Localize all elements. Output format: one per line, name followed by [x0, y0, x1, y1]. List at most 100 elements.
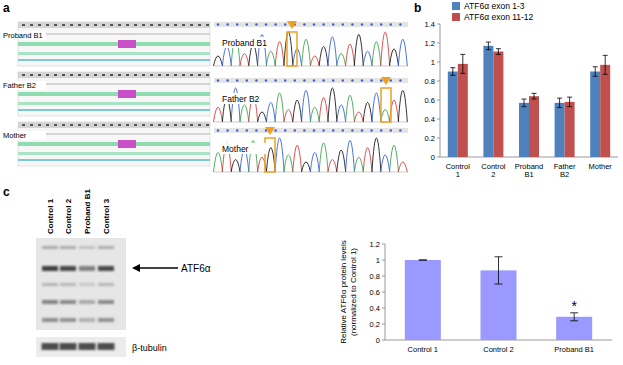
- ruler-tick: [78, 124, 81, 126]
- ruler-tick: [38, 74, 41, 76]
- legend-label: ATF6α exon 1-3: [464, 1, 525, 11]
- ruler-tick: [166, 124, 169, 126]
- category-label: Proband B1: [554, 345, 594, 354]
- trace-peak: [319, 46, 328, 66]
- blot-band: [42, 283, 58, 286]
- base-call-dot: [294, 79, 296, 81]
- significance-mark: *: [571, 298, 577, 314]
- trace-peak: [214, 107, 223, 122]
- trace-peak: [284, 32, 293, 66]
- base-call-dot: [332, 23, 334, 25]
- chromatogram: [214, 77, 409, 122]
- alignment-frame: [18, 72, 210, 116]
- ruler-tick: [134, 124, 137, 126]
- loading-band: [42, 343, 59, 350]
- ruler-tick: [22, 124, 25, 126]
- ruler-tick: [86, 124, 89, 126]
- bar: [493, 52, 503, 157]
- trace-peak: [398, 90, 407, 122]
- base-call-dot: [332, 79, 334, 81]
- trace-peak: [293, 100, 302, 122]
- ruler-tick: [46, 74, 49, 76]
- base-call-dot: [246, 129, 248, 131]
- loading-membrane: [36, 337, 126, 357]
- ruler-tick: [118, 74, 121, 76]
- alignment-header: [18, 72, 210, 78]
- base-call-dot: [236, 79, 238, 81]
- band-arrow: [138, 267, 178, 269]
- trace-label: Mother: [222, 144, 249, 154]
- base-call-dot: [370, 23, 372, 25]
- ruler-tick: [102, 24, 105, 26]
- ruler-tick: [198, 124, 201, 126]
- category-label-line: 2: [491, 170, 495, 179]
- label-bg: [220, 93, 268, 104]
- base-call-dot: [342, 129, 344, 131]
- ruler-tick: [38, 124, 41, 126]
- chromatogram: [214, 21, 409, 66]
- bar: [555, 103, 565, 157]
- trace-peak: [293, 145, 302, 172]
- y-tick-label: 0.4: [370, 304, 380, 313]
- legend-label: ATF6α exon 11-12: [464, 12, 534, 22]
- base-call-dot: [284, 129, 286, 131]
- base-call-dot: [322, 23, 324, 25]
- base-call-dot: [236, 23, 238, 25]
- trace-peak: [354, 34, 363, 66]
- ruler-tick: [142, 124, 145, 126]
- y-tick-label: 0.6: [425, 96, 435, 105]
- trace-peak: [354, 112, 363, 122]
- ruler-tick: [30, 24, 33, 26]
- blot-band: [98, 300, 114, 304]
- base-call-dot: [322, 79, 324, 81]
- trace-peak: [328, 160, 337, 172]
- alignment-frame: [18, 122, 210, 166]
- trace-peak: [381, 155, 390, 172]
- trace-peak: [302, 162, 311, 172]
- y-tick: [382, 260, 385, 261]
- y-tick: [437, 100, 440, 101]
- base-call-dot: [322, 129, 324, 131]
- ruler-tick: [198, 74, 201, 76]
- alignment-view: [18, 22, 210, 66]
- ruler-tick: [158, 74, 161, 76]
- base-call-dot: [342, 23, 344, 25]
- base-call-dot: [380, 129, 382, 131]
- trace-peak: [363, 102, 372, 122]
- track-line: [18, 134, 210, 135]
- read-bar: [18, 109, 210, 111]
- base-call-dot: [294, 129, 296, 131]
- base-call-dot: [265, 79, 267, 81]
- error-bar: [486, 42, 491, 50]
- figure: abcProband B1Father B2MotherProband B1Fa…: [0, 0, 623, 365]
- trace-peak: [328, 37, 337, 66]
- blot-band: [79, 283, 95, 286]
- y-tick: [437, 62, 440, 63]
- base-call-dot: [226, 129, 228, 131]
- trace-peak: [319, 143, 328, 172]
- blot-band: [98, 266, 114, 271]
- base-call-dot: [236, 129, 238, 131]
- trace-peak: [390, 145, 399, 172]
- trace-peak: [222, 46, 231, 66]
- trace-peak: [319, 98, 328, 122]
- panel-letter: c: [3, 185, 10, 199]
- base-call-dot: [313, 79, 315, 81]
- ruler-tick: [126, 74, 129, 76]
- trace-baseline: [214, 66, 408, 67]
- ruler-tick: [198, 24, 201, 26]
- ruler-tick: [182, 124, 185, 126]
- trace-peak: [337, 150, 346, 172]
- trace-peak: [346, 140, 355, 172]
- category-label-line: Mother: [589, 162, 613, 171]
- error-bar: [567, 97, 572, 107]
- lane-label: Control 3: [102, 198, 111, 234]
- y-tick: [437, 43, 440, 44]
- y-axis: [440, 24, 441, 157]
- category-label: Control 1: [408, 345, 438, 354]
- trace-peak: [372, 42, 381, 66]
- base-call-dot: [217, 129, 219, 131]
- bar: [483, 46, 493, 157]
- ruler-tick: [142, 24, 145, 26]
- label-bg: [220, 37, 268, 48]
